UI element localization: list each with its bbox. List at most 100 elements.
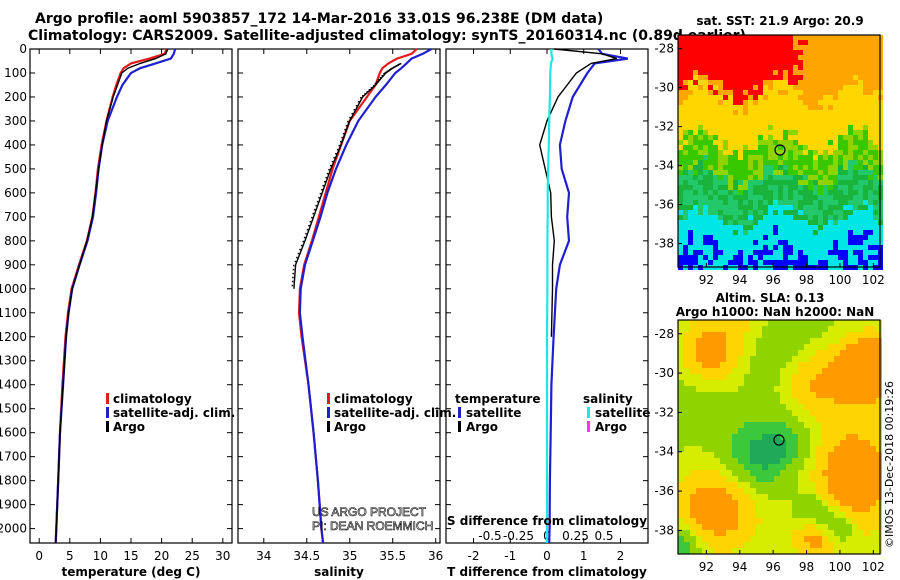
sla-cell — [786, 332, 792, 338]
argo-dot — [338, 144, 341, 147]
sla-cell — [720, 530, 726, 536]
sst-cell — [818, 245, 823, 250]
sst-cell — [783, 160, 788, 165]
sst-cell — [748, 180, 753, 185]
sst-cell — [868, 115, 873, 120]
sst-cell — [788, 105, 793, 110]
sst-cell — [743, 40, 748, 45]
sst-cell — [733, 90, 738, 95]
sla-cell — [828, 320, 834, 326]
sla-cell — [762, 482, 768, 488]
sst-cell — [718, 250, 723, 255]
sst-cell — [848, 260, 853, 265]
sst-cell — [738, 75, 743, 80]
sla-cell — [834, 344, 840, 350]
sst-cell — [808, 160, 813, 165]
sla-cell — [846, 542, 852, 548]
sst-cell — [823, 140, 828, 145]
sla-cell — [822, 374, 828, 380]
sst-cell — [718, 260, 723, 265]
sst-cell — [763, 185, 768, 190]
sla-cell — [750, 368, 756, 374]
sla-cell — [714, 380, 720, 386]
sla-cell — [786, 512, 792, 518]
sla-cell — [864, 458, 870, 464]
sst-cell — [693, 175, 698, 180]
sla-cell — [702, 422, 708, 428]
sst-cell — [688, 225, 693, 230]
sst-cell — [818, 100, 823, 105]
sla-cell — [870, 518, 876, 524]
sst-cell — [688, 260, 693, 265]
sla-cell — [732, 398, 738, 404]
sst-cell — [713, 160, 718, 165]
sla-cell — [816, 320, 822, 326]
sst-cell — [678, 210, 683, 215]
sst-cell — [793, 185, 798, 190]
sla-cell — [696, 470, 702, 476]
sla-cell — [750, 350, 756, 356]
sst-cell — [778, 55, 783, 60]
sla-cell — [780, 338, 786, 344]
sst-cell — [763, 170, 768, 175]
sla-cell — [816, 326, 822, 332]
sst-cell — [808, 100, 813, 105]
argo-dot — [302, 240, 304, 243]
sla-cell — [738, 458, 744, 464]
sla-cell — [870, 398, 876, 404]
sla-cell — [846, 344, 852, 350]
sst-cell — [743, 45, 748, 50]
sst-cell — [763, 195, 768, 200]
sla-cell — [732, 374, 738, 380]
sst-cell — [808, 80, 813, 85]
argo-dot — [316, 200, 319, 203]
argo-dot — [368, 89, 371, 91]
sst-cell — [688, 230, 693, 235]
sst-cell — [823, 90, 828, 95]
sst-cell — [813, 155, 818, 160]
sst-cell — [833, 125, 838, 130]
sla-cell — [762, 356, 768, 362]
sla-cell — [792, 410, 798, 416]
sla-cell — [810, 494, 816, 500]
x-tick-label: 25 — [185, 549, 200, 563]
sla-cell — [744, 368, 750, 374]
sst-cell — [723, 195, 728, 200]
sla-cell — [756, 434, 762, 440]
sst-cell — [678, 245, 683, 250]
sst-cell — [688, 150, 693, 155]
sla-cell — [738, 380, 744, 386]
sst-cell — [718, 125, 723, 130]
sst-cell — [783, 145, 788, 150]
sst-cell — [753, 230, 758, 235]
sst-cell — [833, 145, 838, 150]
sst-cell — [863, 65, 868, 70]
sst-cell — [678, 225, 683, 230]
sst-cell — [803, 230, 808, 235]
sla-cell — [762, 368, 768, 374]
sst-cell — [718, 230, 723, 235]
sst-cell — [758, 145, 763, 150]
sla-cell — [840, 326, 846, 332]
sst-cell — [778, 245, 783, 250]
sla-cell — [762, 500, 768, 506]
sst-cell — [763, 60, 768, 65]
depth-tick-label: 1300 — [0, 354, 27, 368]
sst-cell — [873, 230, 878, 235]
sst-cell — [788, 255, 793, 260]
sst-cell — [868, 40, 873, 45]
sla-cell — [756, 326, 762, 332]
sst-cell — [873, 255, 878, 260]
sst-cell — [708, 170, 713, 175]
sst-cell — [788, 115, 793, 120]
sst-cell — [713, 240, 718, 245]
sst-cell — [693, 105, 698, 110]
sst-cell — [743, 145, 748, 150]
sla-cell — [858, 386, 864, 392]
sla-cell — [720, 506, 726, 512]
sla-cell — [750, 530, 756, 536]
sst-cell — [748, 90, 753, 95]
sst-cell — [743, 245, 748, 250]
sst-cell — [868, 45, 873, 50]
sla-cell — [714, 344, 720, 350]
